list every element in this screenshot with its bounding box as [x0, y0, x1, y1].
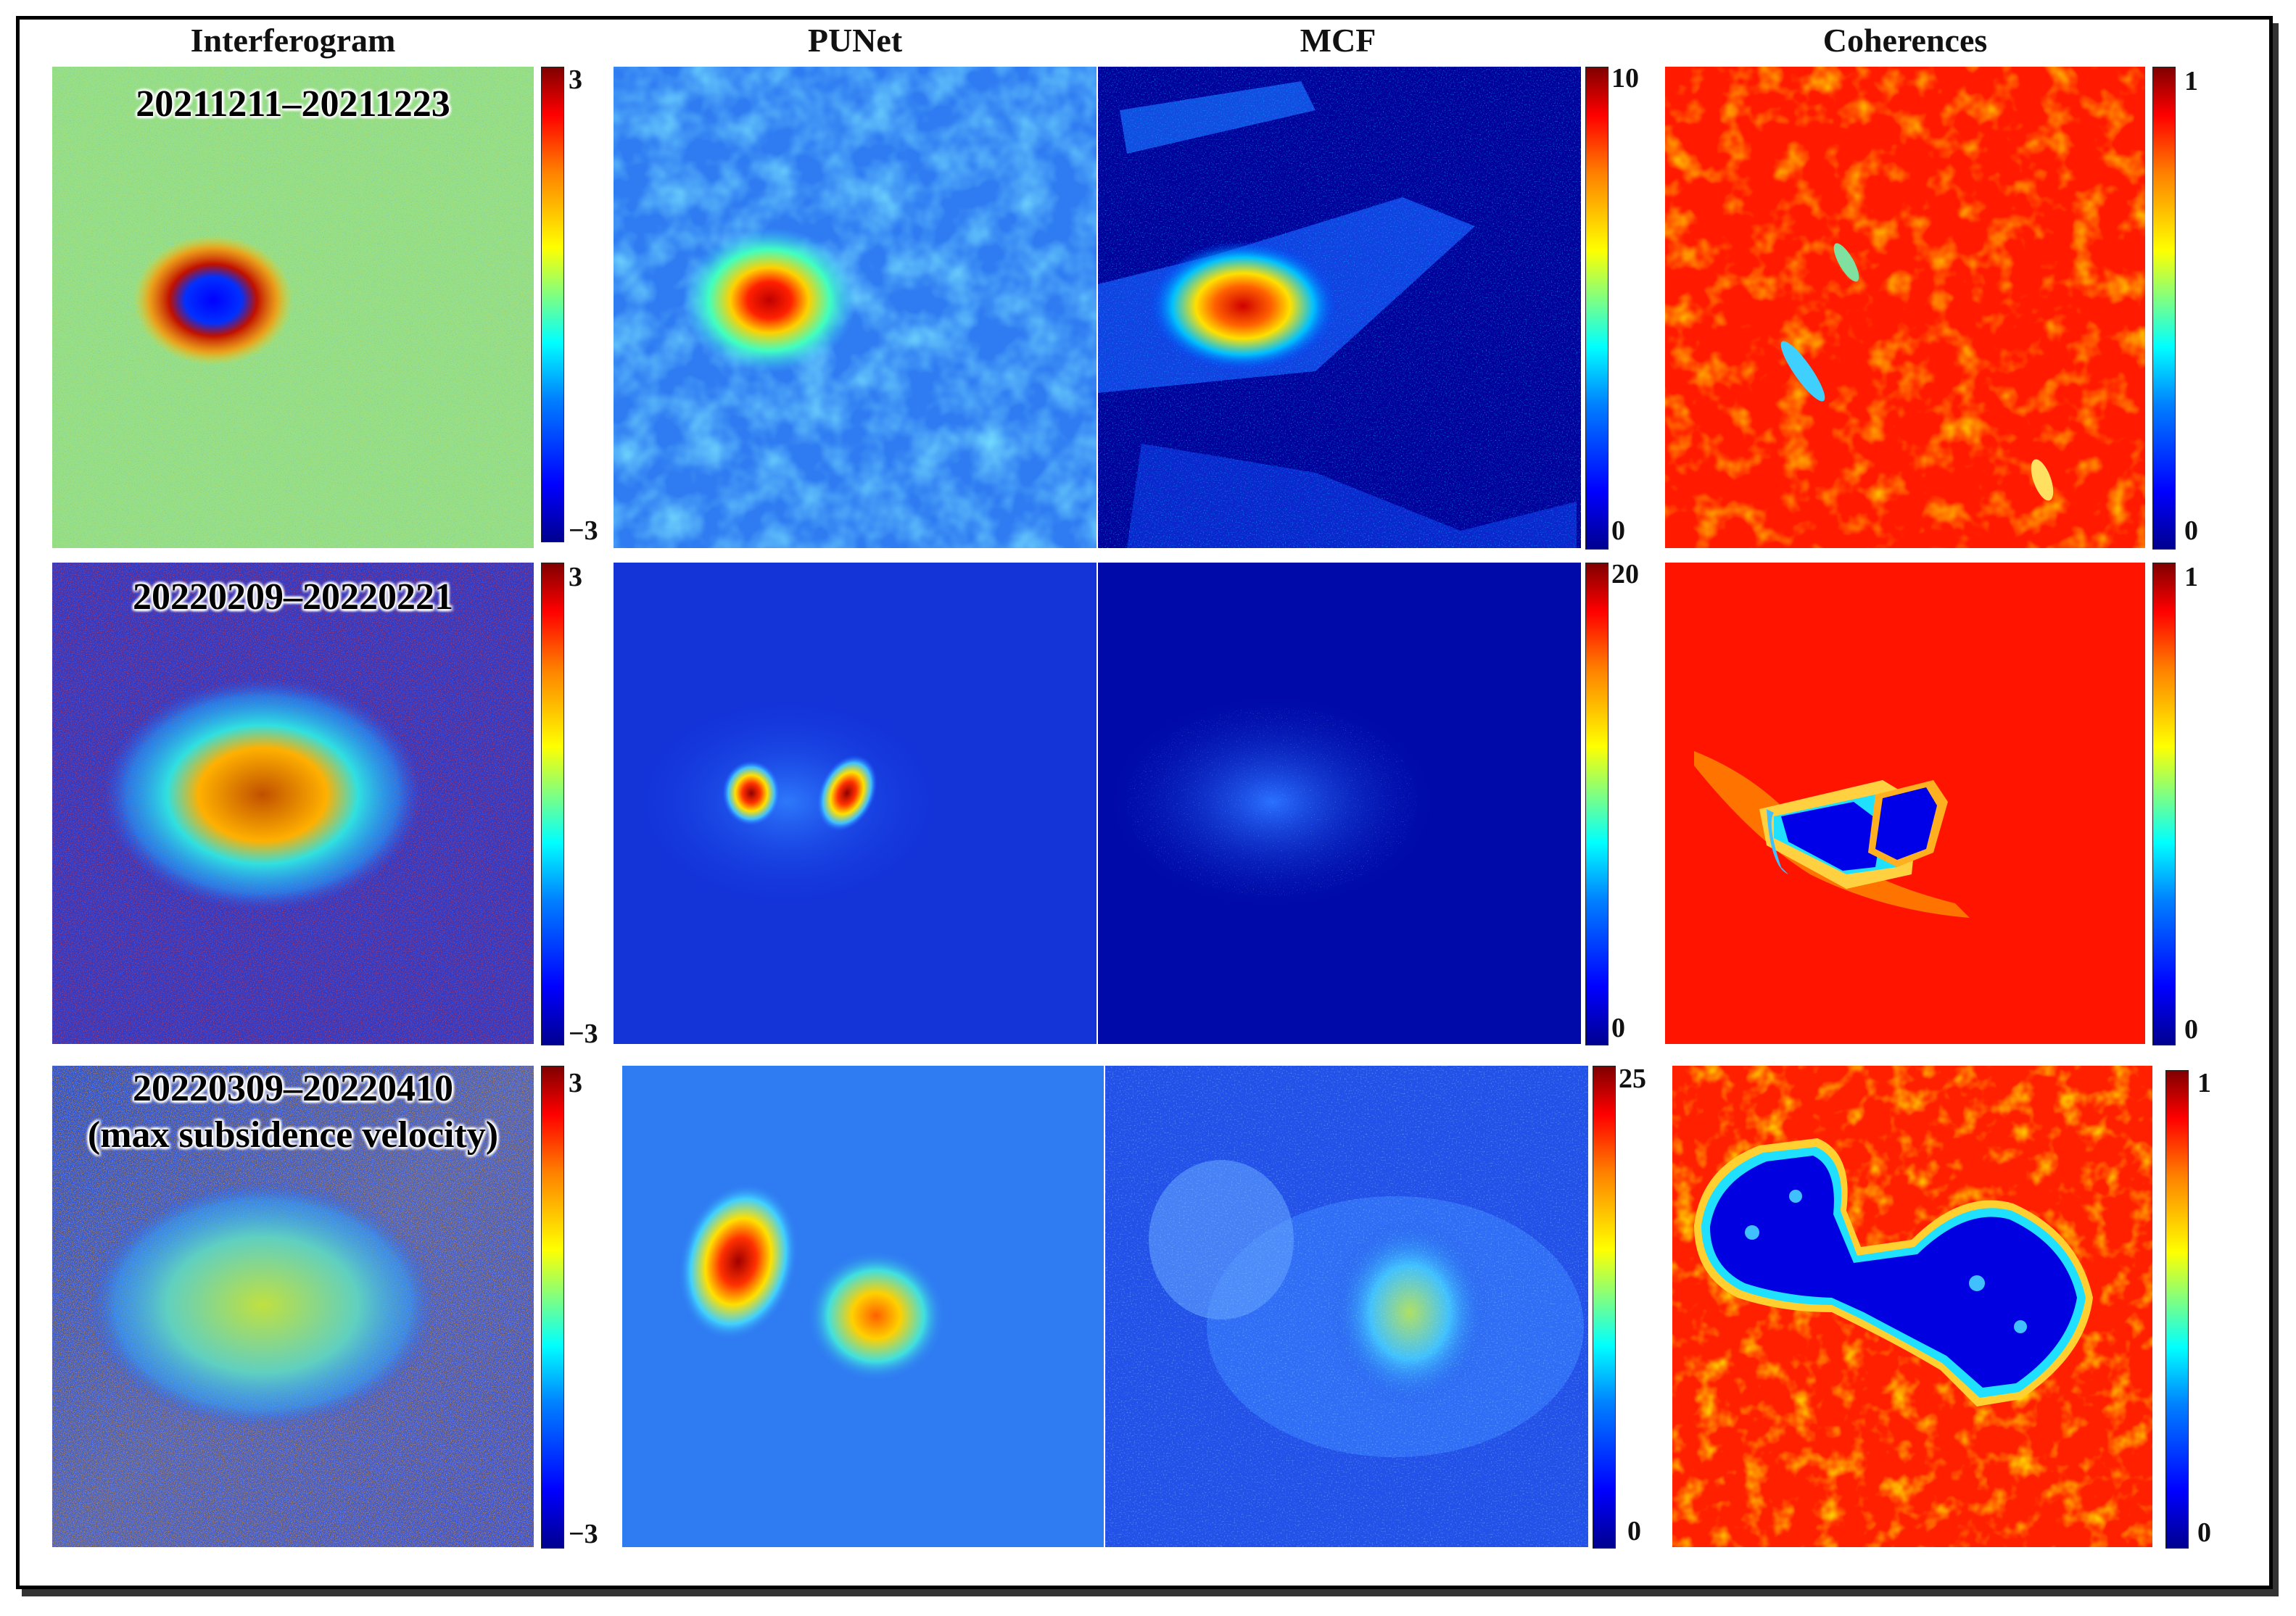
tick-min-unwrap-row3: 0 [1627, 1516, 1641, 1546]
tick-max-interferogram-row2: 3 [569, 562, 582, 592]
tick-max-unwrap-row2: 20 [1611, 559, 1639, 589]
column-title-punet: PUNet [807, 22, 903, 59]
tick-max-coherence-row3: 1 [2197, 1068, 2211, 1098]
colorbar-unwrap-row1 [1585, 67, 1609, 550]
colorbar-interferogram-row3 [541, 1066, 564, 1549]
mcf-panel-row2 [1098, 563, 1581, 1044]
tick-min-interferogram-row2: −3 [569, 1019, 598, 1049]
tick-min-interferogram-row1: −3 [569, 515, 598, 546]
tick-min-unwrap-row1: 0 [1611, 515, 1625, 546]
colorbar-interferogram-row1 [541, 67, 564, 542]
colorbar-unwrap-row2 [1585, 563, 1609, 1045]
coherence-panel-row1 [1665, 67, 2145, 548]
mcf-panel-row3 [1105, 1066, 1588, 1547]
tick-min-coherence-row3: 0 [2197, 1517, 2211, 1548]
column-title-coherences: Coherences [1822, 22, 1988, 59]
tick-min-coherence-row2: 0 [2184, 1014, 2198, 1045]
colorbar-coherence-row3 [2165, 1070, 2189, 1549]
colorbar-interferogram-row2 [541, 563, 564, 1045]
coherence-panel-row2 [1665, 563, 2145, 1044]
tick-max-unwrap-row3: 25 [1619, 1064, 1646, 1094]
tick-min-coherence-row1: 0 [2184, 515, 2198, 546]
date-label-row3: 20220309–20220410 (max subsidence veloci… [52, 1066, 534, 1159]
interferogram-panel-row3: 20220309–20220410 (max subsidence veloci… [52, 1066, 534, 1547]
interferogram-panel-row2: 20220209–20220221 [52, 563, 534, 1044]
tick-max-coherence-row1: 1 [2184, 66, 2198, 96]
column-title-mcf: MCF [1300, 22, 1376, 59]
date-label-row2: 20220209–20220221 [133, 576, 453, 618]
date-label-row3-note: (max subsidence velocity) [87, 1114, 499, 1156]
punet-panel-row2 [614, 563, 1097, 1044]
punet-panel-row3 [622, 1066, 1104, 1547]
tick-max-interferogram-row3: 3 [569, 1068, 582, 1098]
tick-min-unwrap-row2: 0 [1611, 1013, 1625, 1043]
coherence-panel-row3 [1672, 1066, 2152, 1547]
mcf-panel-row1 [1098, 67, 1581, 548]
tick-max-unwrap-row1: 10 [1611, 63, 1639, 94]
punet-panel-row1 [614, 67, 1097, 548]
date-label-row3-dates: 20220309–20220410 [133, 1068, 453, 1109]
column-title-interferogram: Interferogram [190, 22, 396, 59]
date-label-row1: 20211211–20211223 [136, 83, 450, 125]
tick-max-interferogram-row1: 3 [569, 65, 582, 95]
colorbar-coherence-row1 [2152, 67, 2176, 550]
colorbar-coherence-row2 [2152, 563, 2176, 1045]
interferogram-panel-row1: 20211211–20211223 [52, 67, 534, 548]
tick-max-coherence-row2: 1 [2184, 562, 2198, 592]
colorbar-unwrap-row3 [1593, 1066, 1616, 1549]
tick-min-interferogram-row3: −3 [569, 1519, 598, 1549]
